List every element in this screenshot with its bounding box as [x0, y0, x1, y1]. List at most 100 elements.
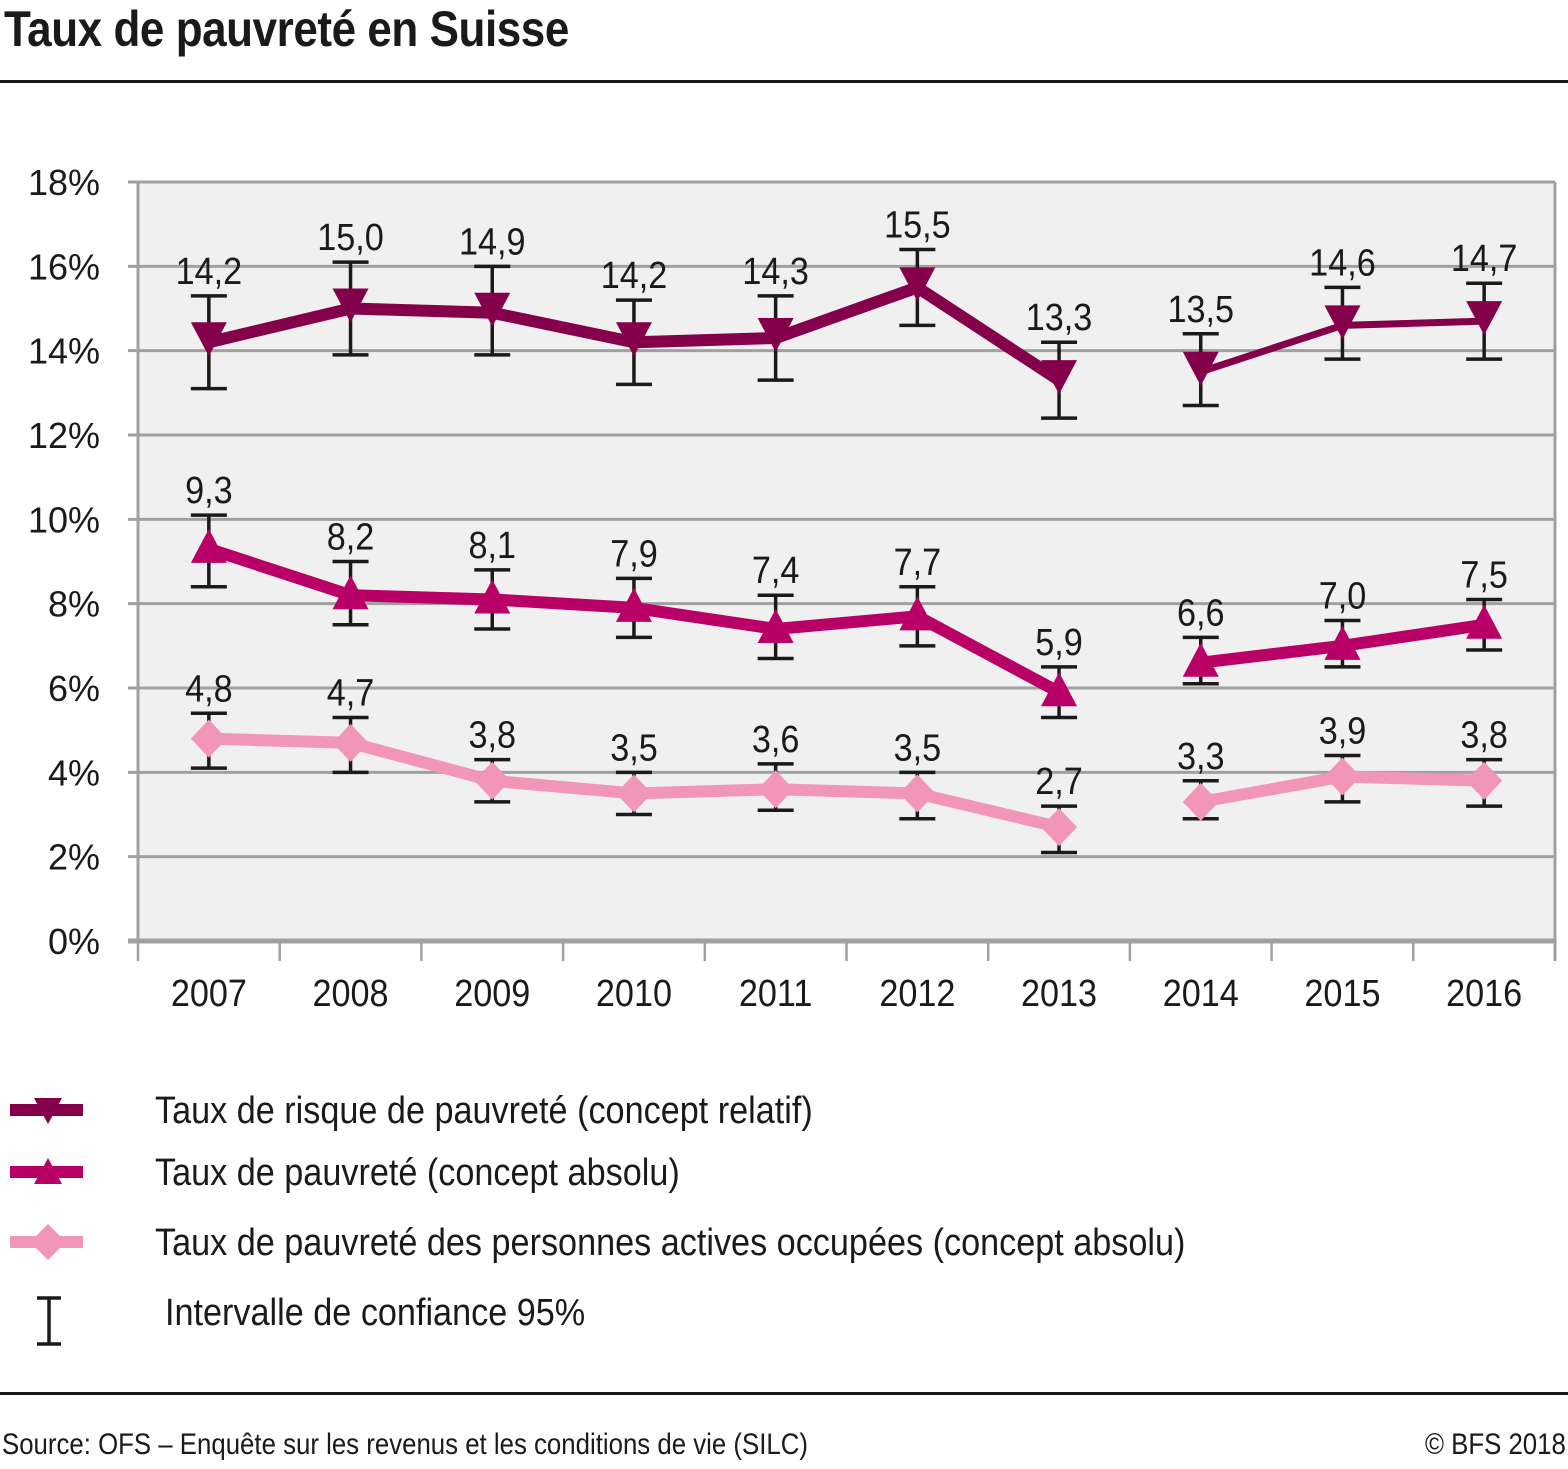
data-label: 3,5	[894, 726, 942, 769]
data-label: 13,3	[1026, 296, 1093, 339]
data-label: 14,9	[459, 220, 526, 263]
data-point-marker	[615, 774, 652, 813]
y-tick-label: 10%	[28, 499, 100, 540]
data-label: 7,7	[894, 540, 942, 583]
y-tick-label: 4%	[48, 752, 100, 793]
y-axis: 0% 2% 4% 6% 8% 10% 12% 14% 16% 18%	[28, 162, 100, 962]
data-point-marker	[1324, 757, 1361, 796]
data-point-marker	[1182, 782, 1219, 821]
data-label: 15,5	[884, 203, 951, 246]
data-point-marker	[1041, 808, 1078, 847]
x-tick-label: 2007	[171, 971, 247, 1014]
data-point-marker	[757, 318, 794, 353]
x-tick-label: 2009	[454, 971, 530, 1014]
data-point-marker	[332, 575, 369, 610]
x-tick-label: 2015	[1304, 971, 1380, 1014]
x-tick-label: 2012	[879, 971, 955, 1014]
x-tick-label: 2013	[1021, 971, 1097, 1014]
copyright-note: © BFS 2018	[1425, 1428, 1566, 1461]
data-point-marker	[1041, 360, 1078, 395]
diamond-icon	[30, 1224, 66, 1260]
data-point-marker	[1466, 301, 1503, 336]
x-tick-label: 2014	[1163, 971, 1239, 1014]
x-tick-label: 2008	[313, 971, 389, 1014]
data-label: 7,0	[1319, 574, 1367, 617]
x-tick-label: 2010	[596, 971, 672, 1014]
data-labels: 14,2 15,0 14,9 14,2 14,3 15,5 13,3 13,5 14,6 14,7…	[176, 203, 1518, 803]
data-label: 4,8	[185, 667, 233, 710]
data-point-marker	[190, 719, 227, 758]
data-label: 3,5	[610, 726, 658, 769]
y-tick-label: 8%	[48, 584, 100, 625]
data-label: 9,3	[185, 468, 233, 511]
data-point-marker	[899, 596, 936, 631]
data-label: 3,3	[1177, 734, 1225, 777]
legend-label: Intervalle de confiance 95%	[165, 1292, 586, 1334]
series-markers	[190, 267, 1503, 847]
data-label: 2,7	[1035, 759, 1083, 802]
data-point-marker	[190, 528, 227, 563]
source-note: Source: OFS – Enquête sur les revenus et…	[2, 1428, 808, 1461]
legend-label: Taux de risque de pauvreté (concept rela…	[155, 1090, 813, 1132]
legend-swatch-ci	[37, 1296, 61, 1346]
data-point-marker	[1324, 305, 1361, 340]
data-label: 3,9	[1319, 709, 1367, 752]
data-label: 14,2	[601, 253, 668, 296]
legend-swatch-relative	[10, 1098, 83, 1124]
data-label: 6,6	[1177, 591, 1225, 634]
triangle-down-icon	[34, 1098, 62, 1124]
data-label: 4,7	[327, 671, 375, 714]
data-point-marker	[1182, 351, 1219, 386]
data-label: 3,8	[1460, 713, 1508, 756]
data-label: 7,5	[1460, 553, 1508, 596]
data-label: 3,8	[468, 713, 516, 756]
data-label: 15,0	[317, 215, 384, 258]
data-label: 7,4	[752, 549, 800, 592]
y-tick-label: 18%	[28, 162, 100, 203]
y-tick-label: 2%	[48, 837, 100, 878]
legend-item-ci: Intervalle de confiance 95%	[0, 1280, 1500, 1346]
data-label: 8,2	[327, 515, 375, 558]
x-axis: 2007 2008 2009 2010 2011 2012 2013 2014 2015 2016	[136, 941, 1557, 1014]
y-tick-label: 14%	[28, 331, 100, 372]
legend-swatch-working	[10, 1224, 83, 1260]
legend-item-working: Taux de pauvreté des personnes actives o…	[0, 1212, 1500, 1272]
y-tick-label: 12%	[28, 415, 100, 456]
data-label: 8,1	[468, 523, 516, 566]
triangle-up-icon	[34, 1158, 62, 1184]
data-point-marker	[474, 292, 511, 327]
footer-divider	[0, 1392, 1568, 1395]
data-label: 14,2	[176, 249, 243, 292]
x-tick-label: 2016	[1446, 971, 1522, 1014]
data-label: 7,9	[610, 532, 658, 575]
y-tick-label: 0%	[48, 921, 100, 962]
data-point-marker	[899, 267, 936, 302]
data-point-marker	[899, 774, 936, 813]
data-point-marker	[1324, 625, 1361, 660]
y-tick-label: 6%	[48, 668, 100, 709]
line-chart: 0% 2% 4% 6% 8% 10% 12% 14% 16% 18% 2007 2008 2009 20…	[28, 162, 1557, 1014]
data-point-marker	[615, 587, 652, 622]
data-point-marker	[1466, 604, 1503, 639]
data-point-marker	[332, 288, 369, 323]
data-label: 13,5	[1167, 287, 1234, 330]
data-point-marker	[615, 322, 652, 357]
data-label: 5,9	[1035, 620, 1083, 663]
data-label: 14,7	[1451, 237, 1518, 280]
legend-label: Taux de pauvreté des personnes actives o…	[155, 1222, 1186, 1264]
error-bar-icon	[37, 1296, 61, 1346]
legend-item-relative: Taux de risque de pauvreté (concept rela…	[0, 1080, 1500, 1140]
data-point-marker	[332, 723, 369, 762]
page-title: Taux de pauvreté en Suisse	[4, 1, 569, 57]
data-point-marker	[757, 608, 794, 643]
data-label: 14,6	[1309, 241, 1376, 284]
legend-item-absolute: Taux de pauvreté (concept absolu)	[0, 1142, 1500, 1202]
data-label: 14,3	[742, 249, 809, 292]
y-tick-label: 16%	[28, 246, 100, 287]
data-point-marker	[1466, 761, 1503, 800]
data-point-marker	[757, 770, 794, 809]
data-point-marker	[474, 761, 511, 800]
data-point-marker	[1041, 672, 1078, 707]
title-divider	[0, 80, 1568, 83]
data-point-marker	[474, 579, 511, 614]
